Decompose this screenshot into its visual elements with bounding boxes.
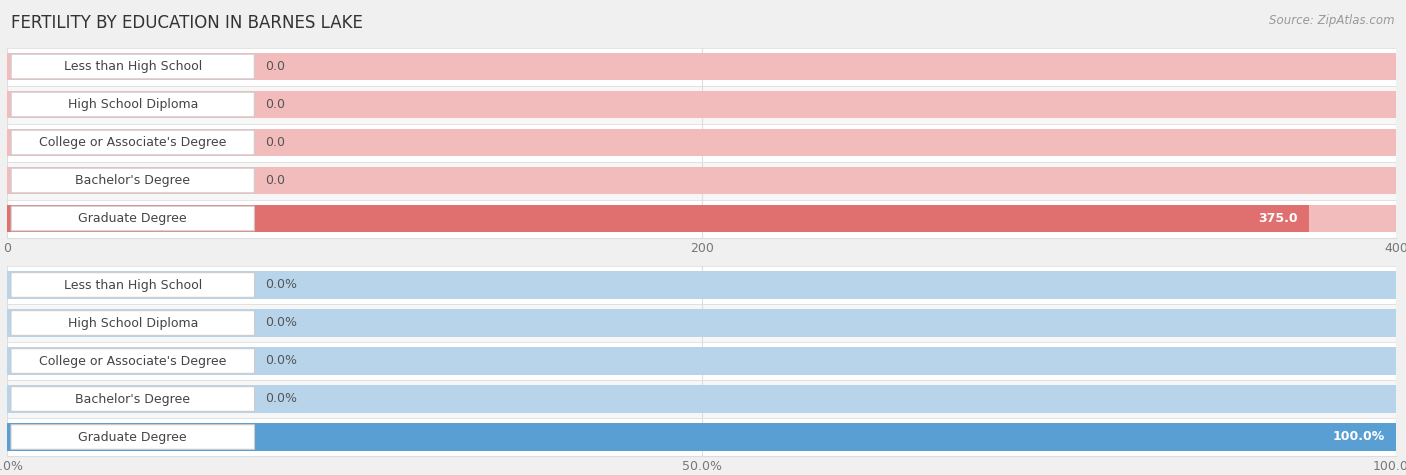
Text: Bachelor's Degree: Bachelor's Degree <box>76 392 190 406</box>
FancyBboxPatch shape <box>11 92 254 117</box>
Bar <box>7 53 1396 80</box>
Bar <box>7 423 1396 451</box>
Bar <box>7 423 1396 451</box>
Bar <box>7 129 1396 156</box>
Bar <box>7 385 1396 413</box>
FancyBboxPatch shape <box>11 54 254 79</box>
Text: High School Diploma: High School Diploma <box>67 316 198 330</box>
FancyBboxPatch shape <box>7 162 1396 199</box>
Text: Source: ZipAtlas.com: Source: ZipAtlas.com <box>1270 14 1395 27</box>
Text: 0.0: 0.0 <box>266 174 285 187</box>
Bar <box>7 167 1396 194</box>
FancyBboxPatch shape <box>11 349 254 373</box>
FancyBboxPatch shape <box>11 425 254 449</box>
Bar <box>7 205 1396 232</box>
Text: 0.0%: 0.0% <box>266 392 298 406</box>
Text: Bachelor's Degree: Bachelor's Degree <box>76 174 190 187</box>
FancyBboxPatch shape <box>11 311 254 335</box>
Bar <box>7 271 1396 299</box>
Text: Graduate Degree: Graduate Degree <box>79 430 187 444</box>
FancyBboxPatch shape <box>7 200 1396 238</box>
Text: FERTILITY BY EDUCATION IN BARNES LAKE: FERTILITY BY EDUCATION IN BARNES LAKE <box>11 14 363 32</box>
Text: 0.0%: 0.0% <box>266 354 298 368</box>
FancyBboxPatch shape <box>7 266 1396 304</box>
FancyBboxPatch shape <box>7 342 1396 380</box>
Bar <box>7 205 1309 232</box>
Text: 100.0%: 100.0% <box>1333 430 1385 444</box>
FancyBboxPatch shape <box>11 206 254 231</box>
Text: Less than High School: Less than High School <box>63 278 202 292</box>
FancyBboxPatch shape <box>7 380 1396 418</box>
Text: 0.0: 0.0 <box>266 60 285 73</box>
Text: Less than High School: Less than High School <box>63 60 202 73</box>
Bar <box>7 347 1396 375</box>
FancyBboxPatch shape <box>11 273 254 297</box>
Text: High School Diploma: High School Diploma <box>67 98 198 111</box>
FancyBboxPatch shape <box>7 86 1396 124</box>
FancyBboxPatch shape <box>7 48 1396 86</box>
Text: 0.0%: 0.0% <box>266 278 298 292</box>
Text: 0.0: 0.0 <box>266 136 285 149</box>
Bar <box>7 91 1396 118</box>
FancyBboxPatch shape <box>7 124 1396 162</box>
Text: 0.0: 0.0 <box>266 98 285 111</box>
FancyBboxPatch shape <box>7 304 1396 342</box>
FancyBboxPatch shape <box>11 130 254 155</box>
Bar <box>7 309 1396 337</box>
Text: College or Associate's Degree: College or Associate's Degree <box>39 136 226 149</box>
Text: 0.0%: 0.0% <box>266 316 298 330</box>
Text: College or Associate's Degree: College or Associate's Degree <box>39 354 226 368</box>
FancyBboxPatch shape <box>11 168 254 193</box>
Text: 375.0: 375.0 <box>1258 212 1298 225</box>
Text: Graduate Degree: Graduate Degree <box>79 212 187 225</box>
FancyBboxPatch shape <box>7 418 1396 456</box>
FancyBboxPatch shape <box>11 387 254 411</box>
